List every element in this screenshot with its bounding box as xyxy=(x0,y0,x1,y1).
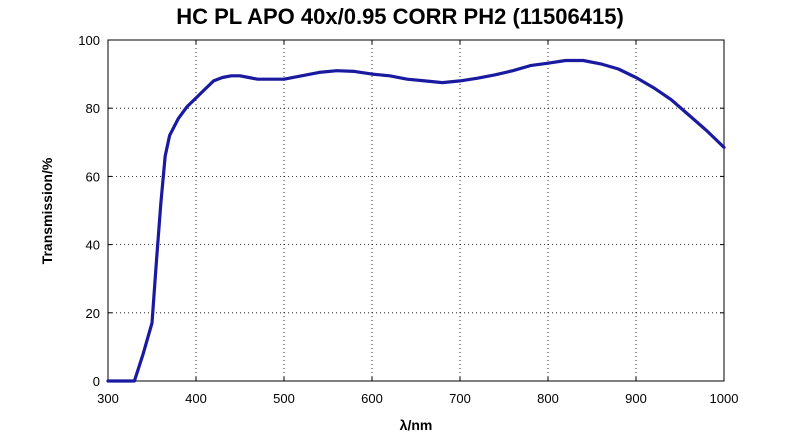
axis-ticks: 300 400 500 600 700 800 900 1000 0 20 40 60 80 100 xyxy=(78,33,738,406)
x-tick-label: 500 xyxy=(273,391,295,406)
chart-title: HC PL APO 40x/0.95 CORR PH2 (11506415) xyxy=(176,4,624,29)
y-tick-label: 80 xyxy=(86,101,100,116)
grid xyxy=(108,40,724,381)
y-tick-label: 40 xyxy=(86,238,100,253)
x-tick-label: 600 xyxy=(361,391,383,406)
x-tick-label: 1000 xyxy=(710,391,739,406)
y-tick-label: 60 xyxy=(86,169,100,184)
x-tick-label: 700 xyxy=(449,391,471,406)
transmission-series-line xyxy=(106,58,726,383)
y-tick-label: 20 xyxy=(86,306,100,321)
x-tick-label: 400 xyxy=(185,391,207,406)
x-axis-label: λ/nm xyxy=(400,417,433,433)
plot-frame xyxy=(107,39,725,382)
series-layer xyxy=(106,58,726,383)
y-axis-label: Transmission/% xyxy=(39,157,55,264)
y-tick-label: 100 xyxy=(78,33,100,48)
x-tick-label: 900 xyxy=(625,391,647,406)
x-tick-label: 300 xyxy=(97,391,119,406)
x-tick-label: 800 xyxy=(537,391,559,406)
y-tick-label: 0 xyxy=(93,374,100,389)
